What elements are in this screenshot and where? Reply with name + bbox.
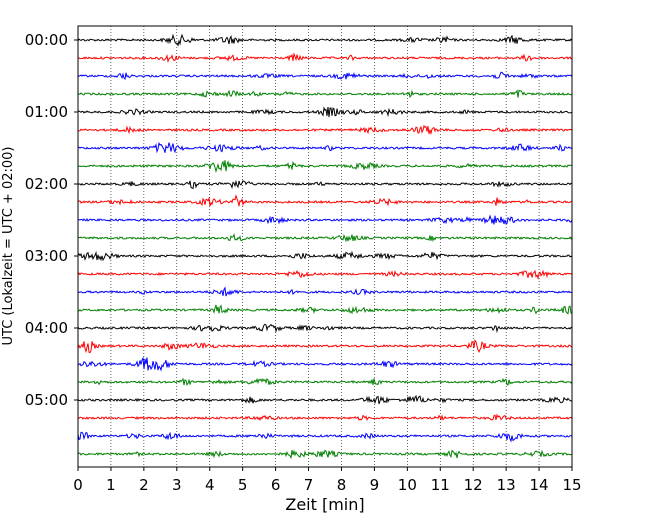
y-tick-label-2: 02:00 [25,175,68,193]
y-tick-label-1: 01:00 [25,103,68,121]
x-tick-label-2: 2 [139,476,149,494]
x-tick-label-5: 5 [238,476,248,494]
trace-0030 [77,71,573,81]
trace-0000 [77,33,573,47]
y-tick-label-0: 00:00 [25,31,68,49]
x-axis-title: Zeit [min] [285,495,364,514]
x-tick-label-0: 0 [73,476,83,494]
x-tick-label-10: 10 [398,476,417,494]
trace-0445 [77,377,573,386]
trace-0315 [77,269,573,281]
trace-0200 [77,179,573,190]
y-tick-label-5: 05:00 [25,391,68,409]
trace-0515 [77,413,573,422]
trace-0015 [77,52,573,63]
trace-0145 [77,159,573,174]
trace-0330 [77,286,573,297]
trace-0430 [77,356,573,372]
trace-0545 [77,449,573,460]
plot-frame [77,25,573,468]
x-tick-label-4: 4 [205,476,215,494]
trace-0400 [77,323,573,334]
trace-0130 [77,141,573,154]
x-tick-label-12: 12 [464,476,483,494]
x-tick-label-9: 9 [370,476,380,494]
trace-0530 [77,431,573,443]
x-tick-label-1: 1 [106,476,116,494]
trace-0215 [77,194,573,207]
trace-0100 [77,106,573,118]
x-tick-label-14: 14 [530,476,549,494]
trace-0500 [77,394,573,405]
trace-0115 [77,124,573,136]
trace-0300 [77,250,573,262]
x-axis-ticks: 0 1 2 3 4 5 6 7 8 9 10 11 12 13 14 15 [73,467,582,494]
trace-0345 [77,304,573,315]
trace-0230 [77,214,573,225]
x-tick-label-11: 11 [431,476,450,494]
trace-group [77,33,573,460]
y-tick-label-4: 04:00 [25,319,68,337]
y-axis-title: UTC (Lokalzeit = UTC + 02:00) [1,147,16,346]
x-tick-label-3: 3 [172,476,182,494]
x-tick-label-8: 8 [337,476,347,494]
plot-background [78,26,572,467]
trace-0245 [77,233,573,243]
x-tick-label-13: 13 [497,476,516,494]
y-tick-label-3: 03:00 [25,247,68,265]
trace-0415 [77,339,573,354]
x-tick-label-7: 7 [304,476,314,494]
trace-0045 [77,89,573,98]
x-tick-label-6: 6 [271,476,281,494]
x-tick-label-15: 15 [562,476,581,494]
y-axis-ticks: 00:00 01:00 02:00 03:00 04:00 05:00 [25,31,78,409]
